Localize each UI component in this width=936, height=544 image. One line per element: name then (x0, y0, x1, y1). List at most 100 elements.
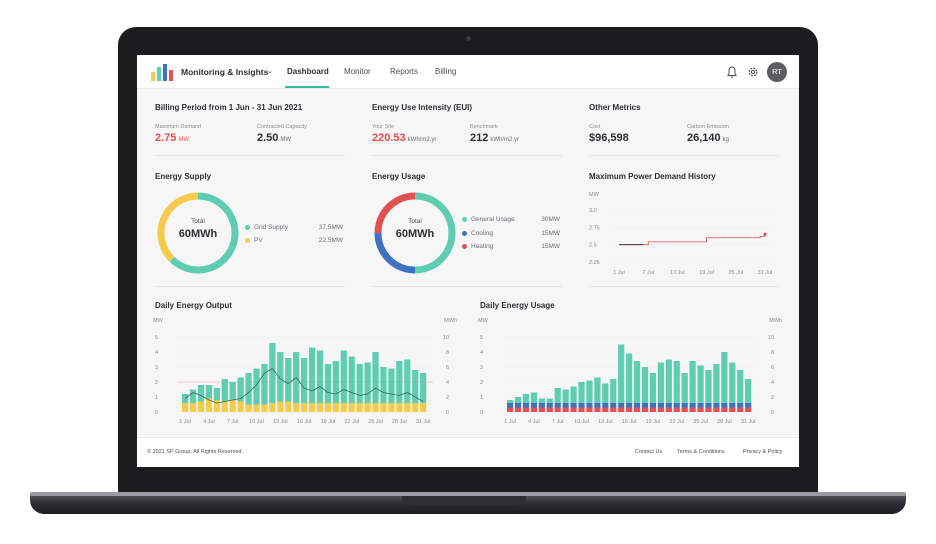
bar-grid-supply (237, 377, 244, 402)
top-navbar: Monitoring & Insights ⌄ Dashboard Monito… (137, 55, 799, 89)
x-tick-label: 7 Jul (227, 419, 239, 425)
bar-heating (586, 407, 593, 412)
y-tick-label: 0 (480, 410, 483, 416)
legend-item-general-usage: General Usage (462, 216, 515, 223)
legend-value: 30MW (541, 216, 560, 223)
bar-heating (641, 407, 649, 412)
bar-heating (602, 407, 609, 412)
tab-monitor[interactable]: Monitor (344, 67, 371, 76)
tab-billing[interactable]: Billing (435, 67, 457, 76)
legend-item-grid-supply: Grid Supply (245, 224, 288, 231)
bar-grid-supply (404, 359, 411, 403)
bar-general-usage (697, 365, 704, 403)
bar-grid-supply (213, 388, 220, 400)
bar-general-usage (649, 373, 657, 403)
legend-item-heating: Heating (462, 243, 493, 250)
bar-pv (396, 403, 403, 412)
app-switcher[interactable]: Monitoring & Insights (181, 67, 269, 77)
gear-icon[interactable] (746, 65, 760, 79)
bar-cooling (737, 403, 744, 408)
bar-heating (697, 407, 704, 412)
x-tick-label: 25 Jul (693, 419, 708, 425)
bar-general-usage (626, 353, 633, 403)
bar-general-usage (578, 382, 585, 403)
legend-dot (245, 224, 250, 230)
bar-cooling (578, 403, 585, 408)
bar-grid-supply (372, 352, 379, 403)
bar-general-usage (507, 400, 514, 403)
terms-link[interactable]: Terms & Conditions (677, 449, 725, 455)
bar-general-usage (514, 397, 522, 403)
energy-usage-donut (374, 192, 456, 274)
bar-cooling (562, 403, 569, 408)
bar-general-usage (610, 379, 617, 403)
bar-pv (420, 403, 427, 412)
bar-grid-supply (332, 361, 339, 403)
legend-dot (462, 243, 467, 249)
bar-general-usage (546, 398, 553, 403)
bar-cooling (665, 403, 672, 408)
y2-axis-label: MWh (444, 318, 457, 324)
other-metrics-title: Other Metrics (589, 103, 641, 112)
bar-cooling (673, 403, 680, 408)
bar-heating (626, 407, 633, 412)
bar-cooling (745, 403, 752, 408)
bar-heating (681, 407, 688, 412)
bar-heating (729, 407, 736, 412)
copyright-text: © 2021 SP Group. All Rights Reserved. (147, 449, 243, 455)
x-tick-label: 22 Jul (344, 419, 359, 425)
footer: © 2021 SP Group. All Rights Reserved. Co… (137, 437, 799, 467)
bar-pv (197, 401, 205, 412)
y-tick-label: 4 (155, 350, 158, 356)
bar-general-usage (689, 361, 696, 403)
y2-tick-label: 8 (446, 350, 449, 356)
bell-icon[interactable] (725, 65, 739, 79)
bar-heating (562, 407, 569, 412)
y-axis-label: MW (589, 192, 600, 198)
bar-general-usage (554, 388, 561, 403)
y-tick-label: 3 (155, 365, 158, 371)
x-tick-label: 1 Jul (179, 419, 191, 425)
bar-pv (182, 403, 189, 412)
bar-pv (348, 403, 355, 412)
y2-tick-label: 10 (768, 335, 774, 341)
bar-heating (633, 407, 641, 412)
chevron-down-icon[interactable]: ⌄ (267, 68, 273, 75)
bar-cooling (705, 403, 712, 408)
bar-general-usage (665, 359, 672, 403)
privacy-link[interactable]: Privacy & Policy (743, 449, 783, 455)
legend-value: 15MW (541, 243, 560, 250)
bar-grid-supply (348, 356, 355, 403)
y-tick-label: 3.0 (589, 208, 597, 214)
bar-grid-supply (396, 361, 403, 403)
legend-item-cooling: Cooling (462, 230, 493, 237)
bar-cooling (626, 403, 633, 408)
bar-pv (364, 403, 371, 412)
donut-center-label: Total (408, 218, 422, 225)
bar-pv (324, 403, 332, 412)
legend-dot (462, 230, 467, 236)
bar-heating (665, 407, 672, 412)
bar-general-usage (530, 392, 537, 403)
bar-heating (507, 407, 514, 412)
bar-cooling (546, 403, 553, 408)
cost-value: $96,598 (589, 132, 629, 144)
tab-reports[interactable]: Reports (390, 67, 419, 76)
contact-us-link[interactable]: Contact Us (635, 449, 663, 455)
bar-pv (332, 403, 339, 412)
bar-grid-supply (308, 347, 316, 403)
eui-title: Energy Use Intensity (EUI) (372, 103, 473, 112)
demand-marker (763, 232, 767, 236)
y2-tick-label: 10 (443, 335, 449, 341)
legend-value: 15MW (541, 230, 560, 237)
daily-energy-output-chart: MW MWh 5 10 4 8 3 6 2 4 1 2 0 0 1 Jul 4 Jul 7 Jul 10 Jul 1… (153, 318, 457, 425)
tab-dashboard[interactable]: Dashboard (287, 67, 329, 76)
avatar[interactable]: RT (767, 62, 787, 82)
bar-heating (673, 407, 680, 412)
bar-pv (269, 403, 276, 412)
bar-pv (245, 404, 252, 412)
bar-pv (221, 401, 228, 412)
bar-pv (356, 403, 363, 412)
x-tick-label: 22 Jul (669, 419, 684, 425)
bar-cooling (530, 403, 537, 408)
